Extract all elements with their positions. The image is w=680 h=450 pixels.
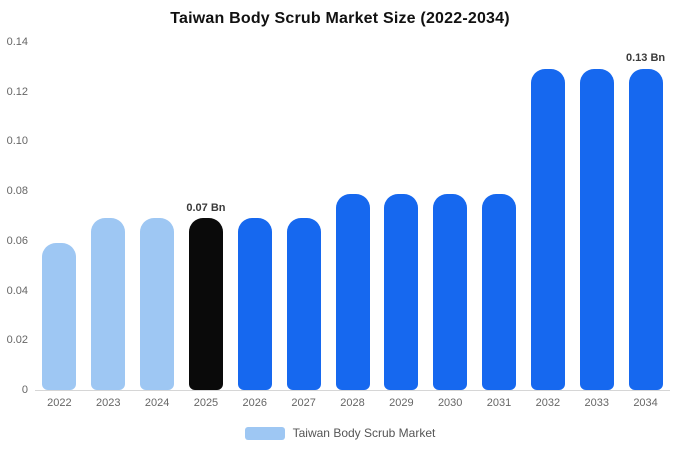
y-tick-label: 0 — [21, 384, 28, 396]
x-tick-label-2032: 2032 — [535, 397, 561, 409]
bar-2029 — [384, 194, 419, 390]
y-tick-label: 0.12 — [6, 85, 28, 98]
x-tick-label-2031: 2031 — [486, 397, 512, 409]
bar-2025 — [188, 218, 223, 390]
y-axis: 0.14 0.12 0.10 0.08 0.06 0.04 0.02 0 — [0, 36, 28, 396]
bar-value-label-2034: 0.13 Bn — [625, 52, 666, 65]
x-tick-label-2022: 2022 — [47, 397, 72, 409]
legend-label: Taiwan Body Scrub Market — [292, 426, 436, 440]
x-tick-label-2027: 2027 — [291, 397, 316, 409]
bar-2031 — [482, 194, 517, 390]
x-tick-label-2024: 2024 — [144, 397, 170, 409]
bar-2024 — [140, 218, 175, 390]
plot-area: 0.07 Bn 0.13 Bn — [35, 42, 670, 391]
bar-2034 — [628, 69, 663, 390]
legend: Taiwan Body Scrub Market — [0, 426, 680, 440]
bar-2028 — [335, 194, 370, 390]
bar-2033 — [579, 69, 614, 390]
bar-2022 — [42, 243, 77, 390]
bar-2032 — [530, 69, 565, 390]
y-tick-label: 0.06 — [6, 234, 28, 247]
y-tick-label: 0.02 — [6, 334, 28, 347]
y-tick-label: 0.04 — [6, 284, 28, 297]
bar-2027 — [286, 218, 321, 390]
x-tick-label-2033: 2033 — [584, 397, 609, 409]
legend-swatch — [244, 426, 285, 440]
x-tick-label-2030: 2030 — [437, 397, 463, 409]
x-tick-label-2025: 2025 — [193, 397, 219, 409]
bar-value-label-2025: 0.07 Bn — [186, 201, 226, 214]
x-tick-label-2026: 2026 — [242, 397, 268, 409]
bar-2026 — [237, 218, 272, 390]
bar-2023 — [91, 218, 126, 390]
chart-title: Taiwan Body Scrub Market Size (2022-2034… — [170, 10, 510, 27]
x-tick-label-2028: 2028 — [340, 397, 365, 409]
x-tick-label-2023: 2023 — [96, 397, 121, 409]
x-axis: 2022 2023 2024 2025 2026 2027 2028 2029 2030 2031… — [35, 396, 670, 412]
x-tick-label-2034: 2034 — [633, 397, 658, 409]
y-tick-label: 0.08 — [6, 185, 28, 198]
y-tick-label: 0.10 — [6, 135, 28, 148]
x-tick-label-2029: 2029 — [389, 397, 414, 409]
bar-2030 — [433, 194, 468, 390]
y-tick-label: 0.14 — [6, 36, 28, 48]
